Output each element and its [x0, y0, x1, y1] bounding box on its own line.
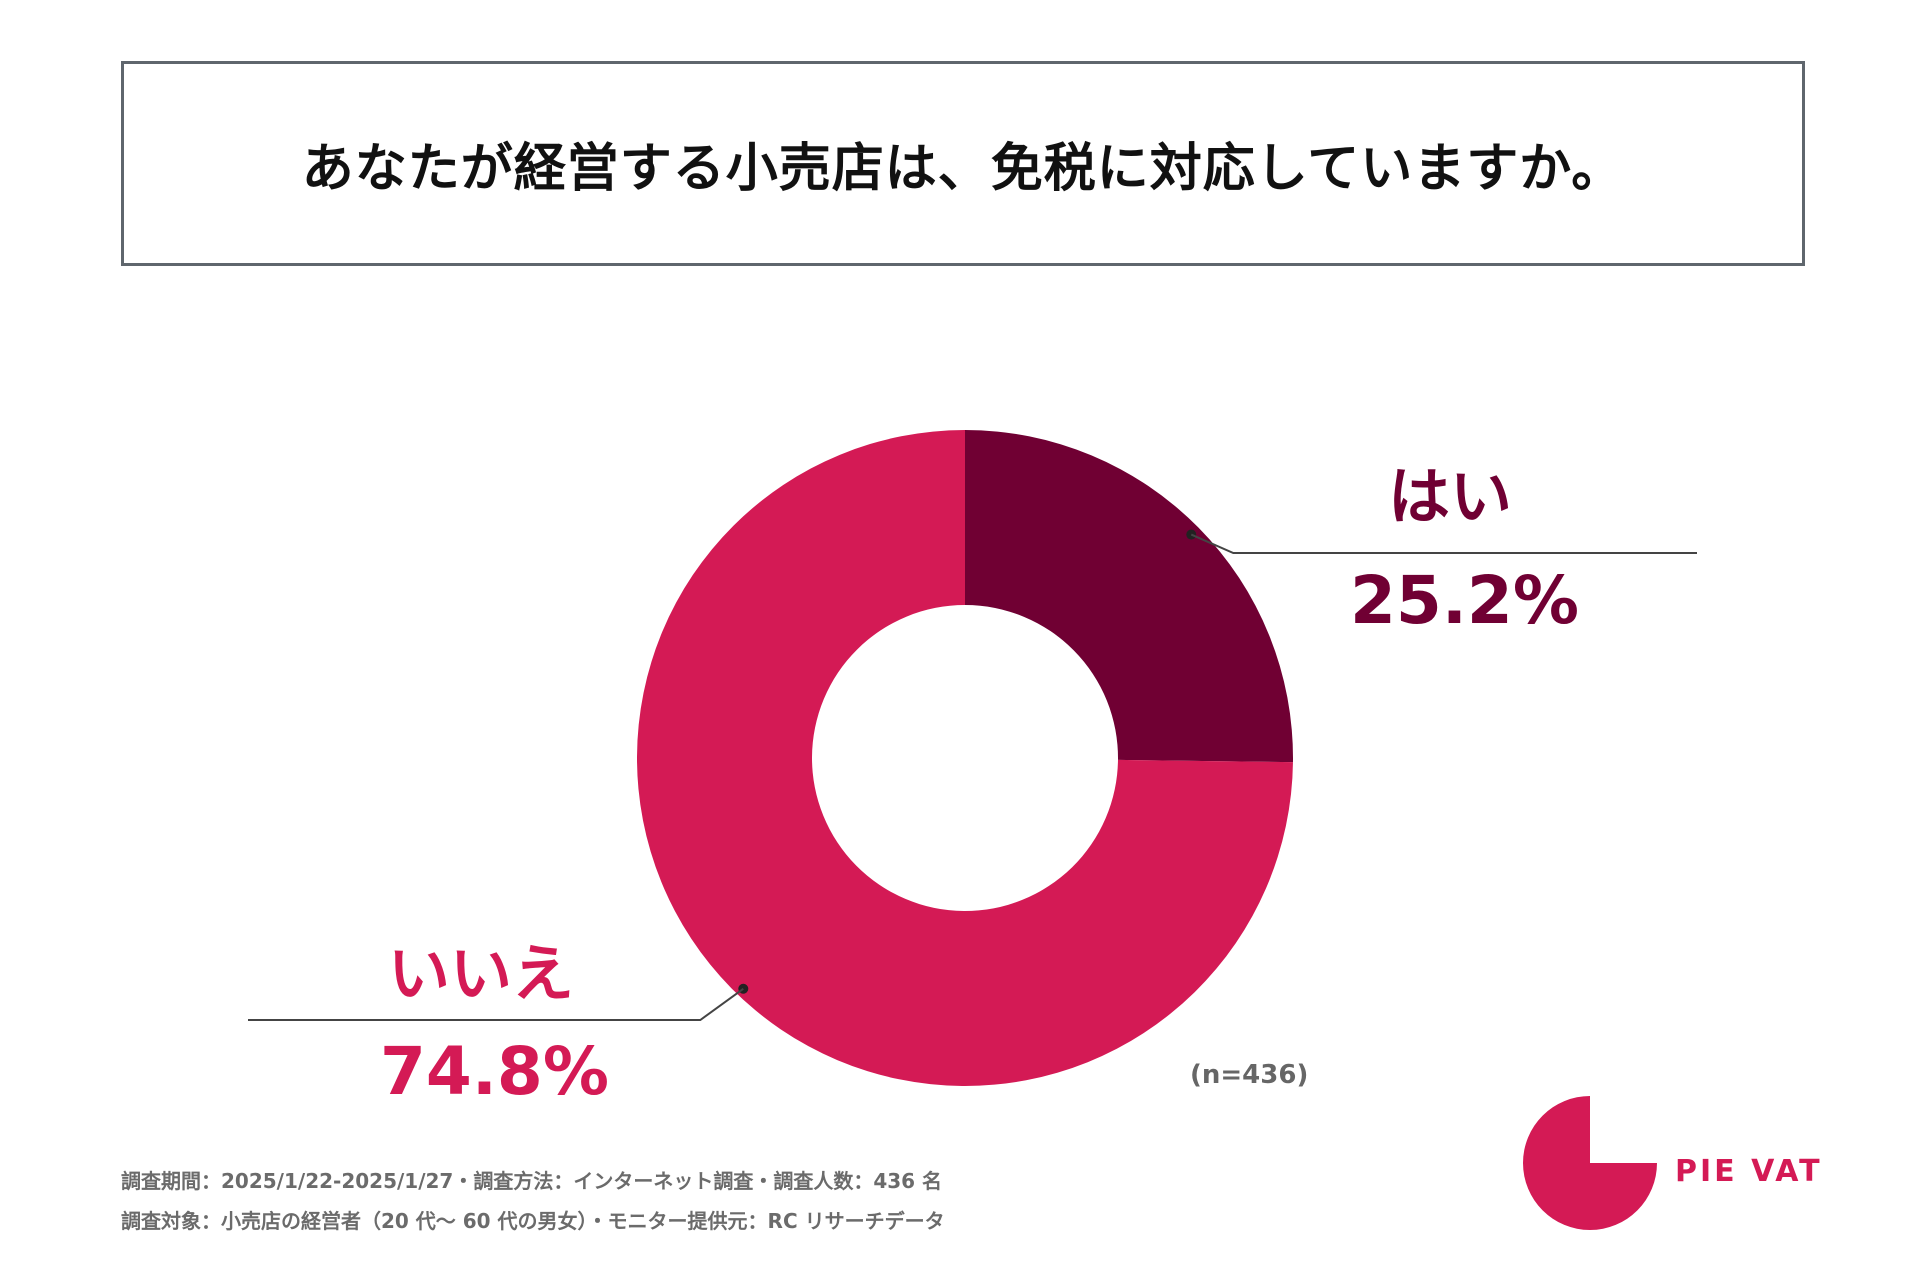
slice-yes: [965, 430, 1293, 763]
title-box: あなたが経営する小売店は、免税に対応していますか。: [121, 61, 1805, 266]
brand-name: PIE VAT: [1675, 1154, 1823, 1189]
callout-line-yes: [1190, 533, 1697, 554]
label-value-yes: 25.2%: [1350, 562, 1579, 639]
callout-line-no: [248, 987, 744, 1021]
brand-logo-icon: [1523, 1096, 1657, 1230]
label-category-no: いいえ: [388, 937, 574, 1010]
label-value-no: 74.8%: [380, 1033, 609, 1110]
survey-footnote-target: 調査対象：小売店の経営者（20 代～ 60 代の男女）・モニター提供元：RC リ…: [121, 1209, 945, 1233]
label-category-yes: はい: [1388, 460, 1512, 533]
sample-size-note: (n=436): [1190, 1060, 1309, 1090]
chart-title: あなたが経営する小売店は、免税に対応していますか。: [301, 139, 1625, 199]
callouts: はい 25.2% いいえ 74.8%: [248, 460, 1697, 1110]
survey-footnote-period: 調査期間：2025/1/22-2025/1/27・調査方法：インターネット調査・…: [121, 1169, 943, 1193]
slice-no: [637, 430, 1293, 1086]
donut-slices: [637, 430, 1293, 1086]
